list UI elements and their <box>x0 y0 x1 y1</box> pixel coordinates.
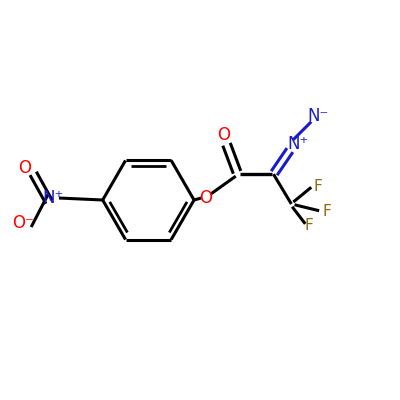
Text: F: F <box>314 178 323 194</box>
Text: F: F <box>323 204 332 220</box>
Text: O: O <box>217 126 230 144</box>
Text: O: O <box>200 189 212 207</box>
Text: F: F <box>305 218 314 233</box>
Text: N⁺: N⁺ <box>288 135 309 153</box>
Text: O⁻: O⁻ <box>12 214 34 232</box>
Text: O: O <box>18 159 31 177</box>
Text: N⁺: N⁺ <box>42 189 64 207</box>
Text: N⁻: N⁻ <box>308 107 329 125</box>
